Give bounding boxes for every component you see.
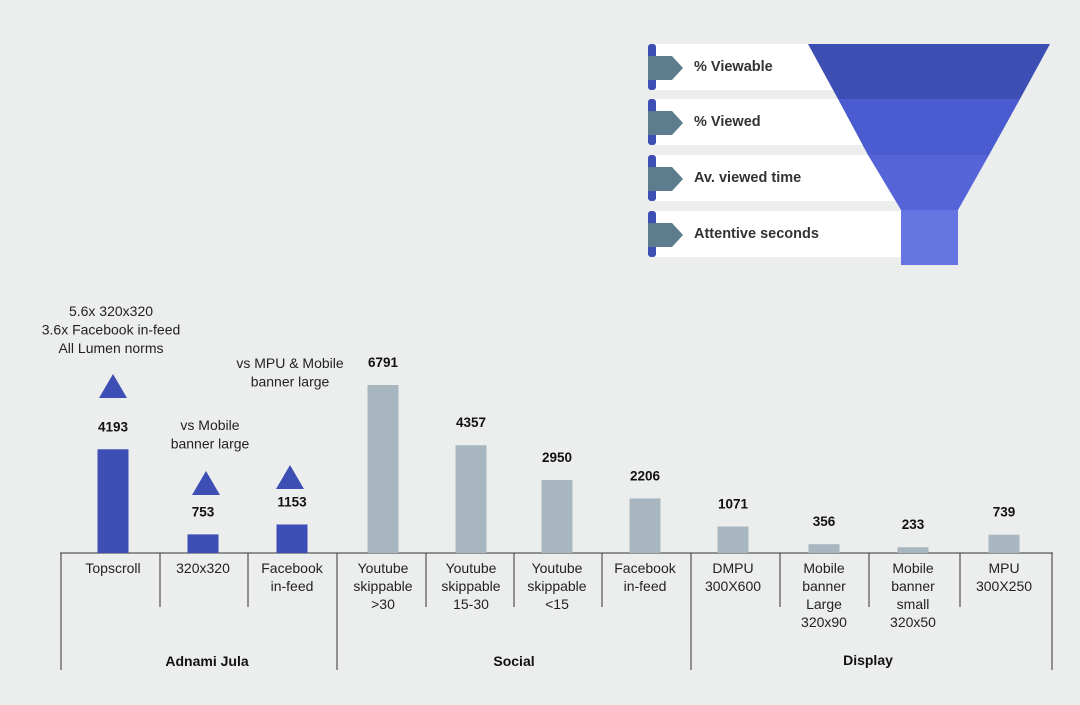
tick-label: Topscroll <box>85 560 140 576</box>
bar <box>455 445 487 553</box>
bar <box>808 544 840 553</box>
tick-label-line: Topscroll <box>85 560 140 576</box>
tick-label: Mobile banner Large 320x90 <box>801 560 847 630</box>
tick-label-line: 300X250 <box>976 578 1032 594</box>
triangle-up-icon <box>192 471 220 495</box>
data-label: 753 <box>192 504 215 519</box>
bar <box>897 547 929 553</box>
data-label: 4193 <box>98 419 129 434</box>
tick-label-line: Facebook <box>614 560 676 576</box>
tick-label-line: skippable <box>527 578 586 594</box>
legend-arrow-tab-icon <box>648 167 683 191</box>
tick-label-line: skippable <box>353 578 412 594</box>
data-label: 2950 <box>542 450 572 465</box>
tick-label-line: MPU <box>988 560 1019 576</box>
annotation-text: vs MPU & Mobile banner large <box>236 355 344 390</box>
bar <box>717 526 749 553</box>
data-label: 2206 <box>630 468 661 483</box>
annotation-line: vs MPU & Mobile <box>236 355 344 371</box>
funnel-segment-1 <box>808 44 1050 99</box>
tick-label-line: in-feed <box>624 578 667 594</box>
tick-label-line: Mobile <box>803 560 844 576</box>
tick-label: Mobile banner small 320x50 <box>890 560 936 630</box>
legend-row-4 <box>655 211 945 257</box>
triangle-up-icon <box>99 374 127 398</box>
legend-label-2: % Viewed <box>694 114 761 130</box>
annotation-text: 5.6x 320x320 3.6x Facebook in-feed All Lum… <box>42 303 181 356</box>
data-label: 739 <box>993 505 1016 520</box>
tick-label: Youtube skippable 15-30 <box>441 560 500 612</box>
tick-label-line: Large <box>806 596 842 612</box>
annotation-line: banner large <box>251 374 330 390</box>
tick-label-line: DMPU <box>712 560 753 576</box>
bar <box>97 449 129 553</box>
annotation-line: 5.6x 320x320 <box>69 303 153 319</box>
legend-arrow-tab-icon <box>648 111 683 135</box>
bar <box>541 480 573 553</box>
annotation-line: 3.6x Facebook in-feed <box>42 322 181 338</box>
tick-label-line: Facebook <box>261 560 323 576</box>
data-label: 1153 <box>277 494 307 509</box>
tick-label: Youtube skippable <15 <box>527 560 586 612</box>
legend-label-4: Attentive seconds <box>694 226 819 242</box>
group-label: Display <box>843 652 893 668</box>
tick-label: Youtube skippable >30 <box>353 560 412 612</box>
tick-label: DMPU 300X600 <box>705 560 761 594</box>
data-label: 6791 <box>368 355 399 370</box>
legend-label-1: % Viewable <box>694 59 773 75</box>
data-label: 1071 <box>718 497 749 512</box>
data-label: 4357 <box>456 415 486 430</box>
tick-label-line: Youtube <box>446 560 497 576</box>
bar <box>629 498 661 553</box>
tick-label: 320x320 <box>176 560 230 576</box>
tick-label-line: small <box>897 596 930 612</box>
tick-label-line: 300X600 <box>705 578 761 594</box>
tick-label-line: 15-30 <box>453 596 489 612</box>
annotation-text: vs Mobile banner large <box>171 417 250 452</box>
tick-label: Facebook in-feed <box>261 560 323 594</box>
triangle-up-icon <box>276 465 304 489</box>
legend-arrow-tab-icon <box>648 56 683 80</box>
tick-label-line: skippable <box>441 578 500 594</box>
tick-label-line: >30 <box>371 596 395 612</box>
annotation-line: vs Mobile <box>180 417 239 433</box>
funnel-segment-2 <box>838 99 1020 155</box>
annotation-line: All Lumen norms <box>58 340 163 356</box>
tick-label-line: 320x320 <box>176 560 230 576</box>
data-label: 356 <box>813 514 836 529</box>
tick-label-line: in-feed <box>271 578 314 594</box>
annotation-line: banner large <box>171 436 250 452</box>
tick-label: Facebook in-feed <box>614 560 676 594</box>
legend-label-3: Av. viewed time <box>694 170 801 186</box>
tick-label-line: 320x90 <box>801 614 847 630</box>
bar <box>276 524 308 553</box>
tick-label-line: banner <box>891 578 935 594</box>
bar <box>367 385 399 553</box>
tick-label: MPU 300X250 <box>976 560 1032 594</box>
funnel-segment-3 <box>868 155 989 210</box>
group-label: Social <box>493 653 534 669</box>
bar <box>187 534 219 553</box>
data-label: 233 <box>902 517 925 532</box>
tick-label-line: banner <box>802 578 846 594</box>
funnel-segment-4 <box>901 210 958 265</box>
tick-label-line: <15 <box>545 596 569 612</box>
bar <box>988 534 1020 553</box>
group-label: Adnami Jula <box>165 653 248 669</box>
legend-arrow-tab-icon <box>648 223 683 247</box>
tick-label-line: Youtube <box>358 560 409 576</box>
tick-label-line: Youtube <box>532 560 583 576</box>
tick-label-line: 320x50 <box>890 614 936 630</box>
tick-label-line: Mobile <box>892 560 933 576</box>
